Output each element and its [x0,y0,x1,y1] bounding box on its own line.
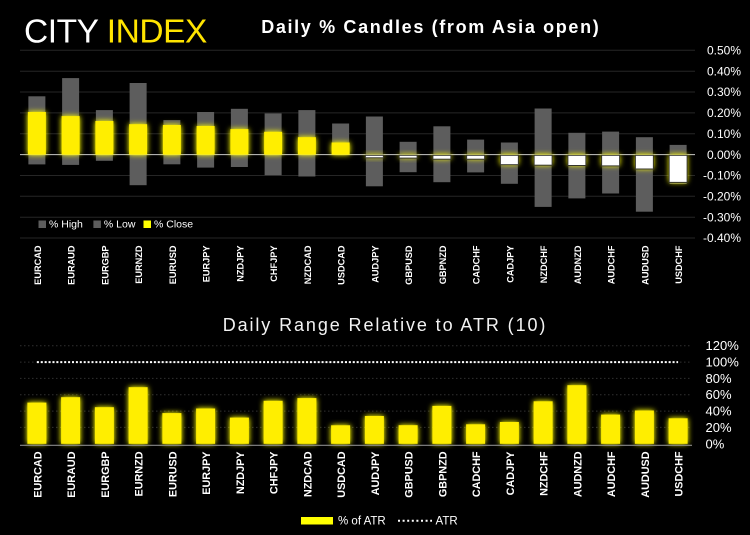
svg-text:EURNZD: EURNZD [134,451,146,496]
svg-text:ATR: ATR [436,516,458,528]
svg-text:-0.30%: -0.30% [703,210,741,224]
svg-text:NZDCHF: NZDCHF [539,451,551,496]
svg-text:% of ATR: % of ATR [338,516,386,528]
svg-text:GBPNZD: GBPNZD [438,245,448,284]
svg-text:% Close: % Close [154,219,193,231]
svg-text:-0.40%: -0.40% [703,231,741,245]
svg-text:AUDCHF: AUDCHF [606,451,618,497]
svg-text:EURCAD: EURCAD [32,451,44,497]
svg-text:NZDCHF: NZDCHF [539,245,549,283]
svg-text:% High: % High [49,219,83,231]
svg-text:USDCAD: USDCAD [337,245,347,285]
svg-text:CADCHF: CADCHF [472,245,482,284]
svg-text:40%: 40% [706,404,732,419]
svg-text:NZDCAD: NZDCAD [303,245,313,284]
svg-text:Daily Range Relative to ATR (1: Daily Range Relative to ATR (10) [223,315,548,335]
svg-text:EURJPY: EURJPY [202,246,212,283]
svg-text:CITY INDEX: CITY INDEX [24,14,207,51]
svg-text:CHFJPY: CHFJPY [269,246,279,282]
svg-text:USDCAD: USDCAD [336,451,348,497]
svg-text:NZDCAD: NZDCAD [302,451,314,497]
svg-text:EURCAD: EURCAD [33,245,43,285]
svg-text:-0.10%: -0.10% [703,169,741,183]
svg-text:0.10%: 0.10% [707,127,741,141]
svg-text:USDCHF: USDCHF [674,451,686,496]
svg-text:CADJPY: CADJPY [505,451,517,496]
svg-text:AUDCHF: AUDCHF [607,245,617,284]
svg-text:AUDNZD: AUDNZD [572,451,584,497]
svg-text:60%: 60% [706,387,732,402]
svg-text:0.20%: 0.20% [707,106,741,120]
svg-text:EURUSD: EURUSD [168,245,178,284]
svg-text:GBPUSD: GBPUSD [404,245,414,285]
svg-text:GBPNZD: GBPNZD [437,451,449,497]
svg-text:NZDJPY: NZDJPY [235,451,247,494]
svg-text:0%: 0% [706,436,725,451]
svg-text:EURGBP: EURGBP [100,246,110,285]
svg-text:CADCHF: CADCHF [471,451,483,497]
svg-text:EURAUD: EURAUD [67,245,77,285]
svg-text:AUDJPY: AUDJPY [370,246,380,283]
svg-text:EURJPY: EURJPY [201,451,213,495]
svg-text:0.40%: 0.40% [707,64,741,78]
svg-text:20%: 20% [706,420,732,435]
svg-text:EURNZD: EURNZD [134,245,144,284]
svg-text:0.30%: 0.30% [707,85,741,99]
svg-text:GBPUSD: GBPUSD [404,451,416,497]
svg-text:120%: 120% [706,338,740,353]
svg-text:AUDJPY: AUDJPY [370,451,382,496]
svg-text:EURUSD: EURUSD [167,451,179,497]
svg-text:EURAUD: EURAUD [66,451,78,497]
svg-text:80%: 80% [706,371,732,386]
svg-text:CADJPY: CADJPY [505,246,515,283]
svg-text:NZDJPY: NZDJPY [235,246,245,282]
svg-text:CHFJPY: CHFJPY [269,451,281,494]
svg-text:AUDUSD: AUDUSD [640,245,650,285]
svg-text:100%: 100% [706,355,740,370]
svg-text:% Low: % Low [104,219,136,231]
svg-text:EURGBP: EURGBP [100,452,112,498]
svg-text:Daily % Candles (from Asia ope: Daily % Candles (from Asia open) [261,17,600,37]
svg-text:USDCHF: USDCHF [674,245,684,284]
svg-text:-0.20%: -0.20% [703,190,741,204]
svg-text:0.50%: 0.50% [707,44,741,58]
svg-text:0.00%: 0.00% [707,148,741,162]
svg-text:AUDNZD: AUDNZD [573,245,583,284]
svg-text:AUDUSD: AUDUSD [640,451,652,497]
